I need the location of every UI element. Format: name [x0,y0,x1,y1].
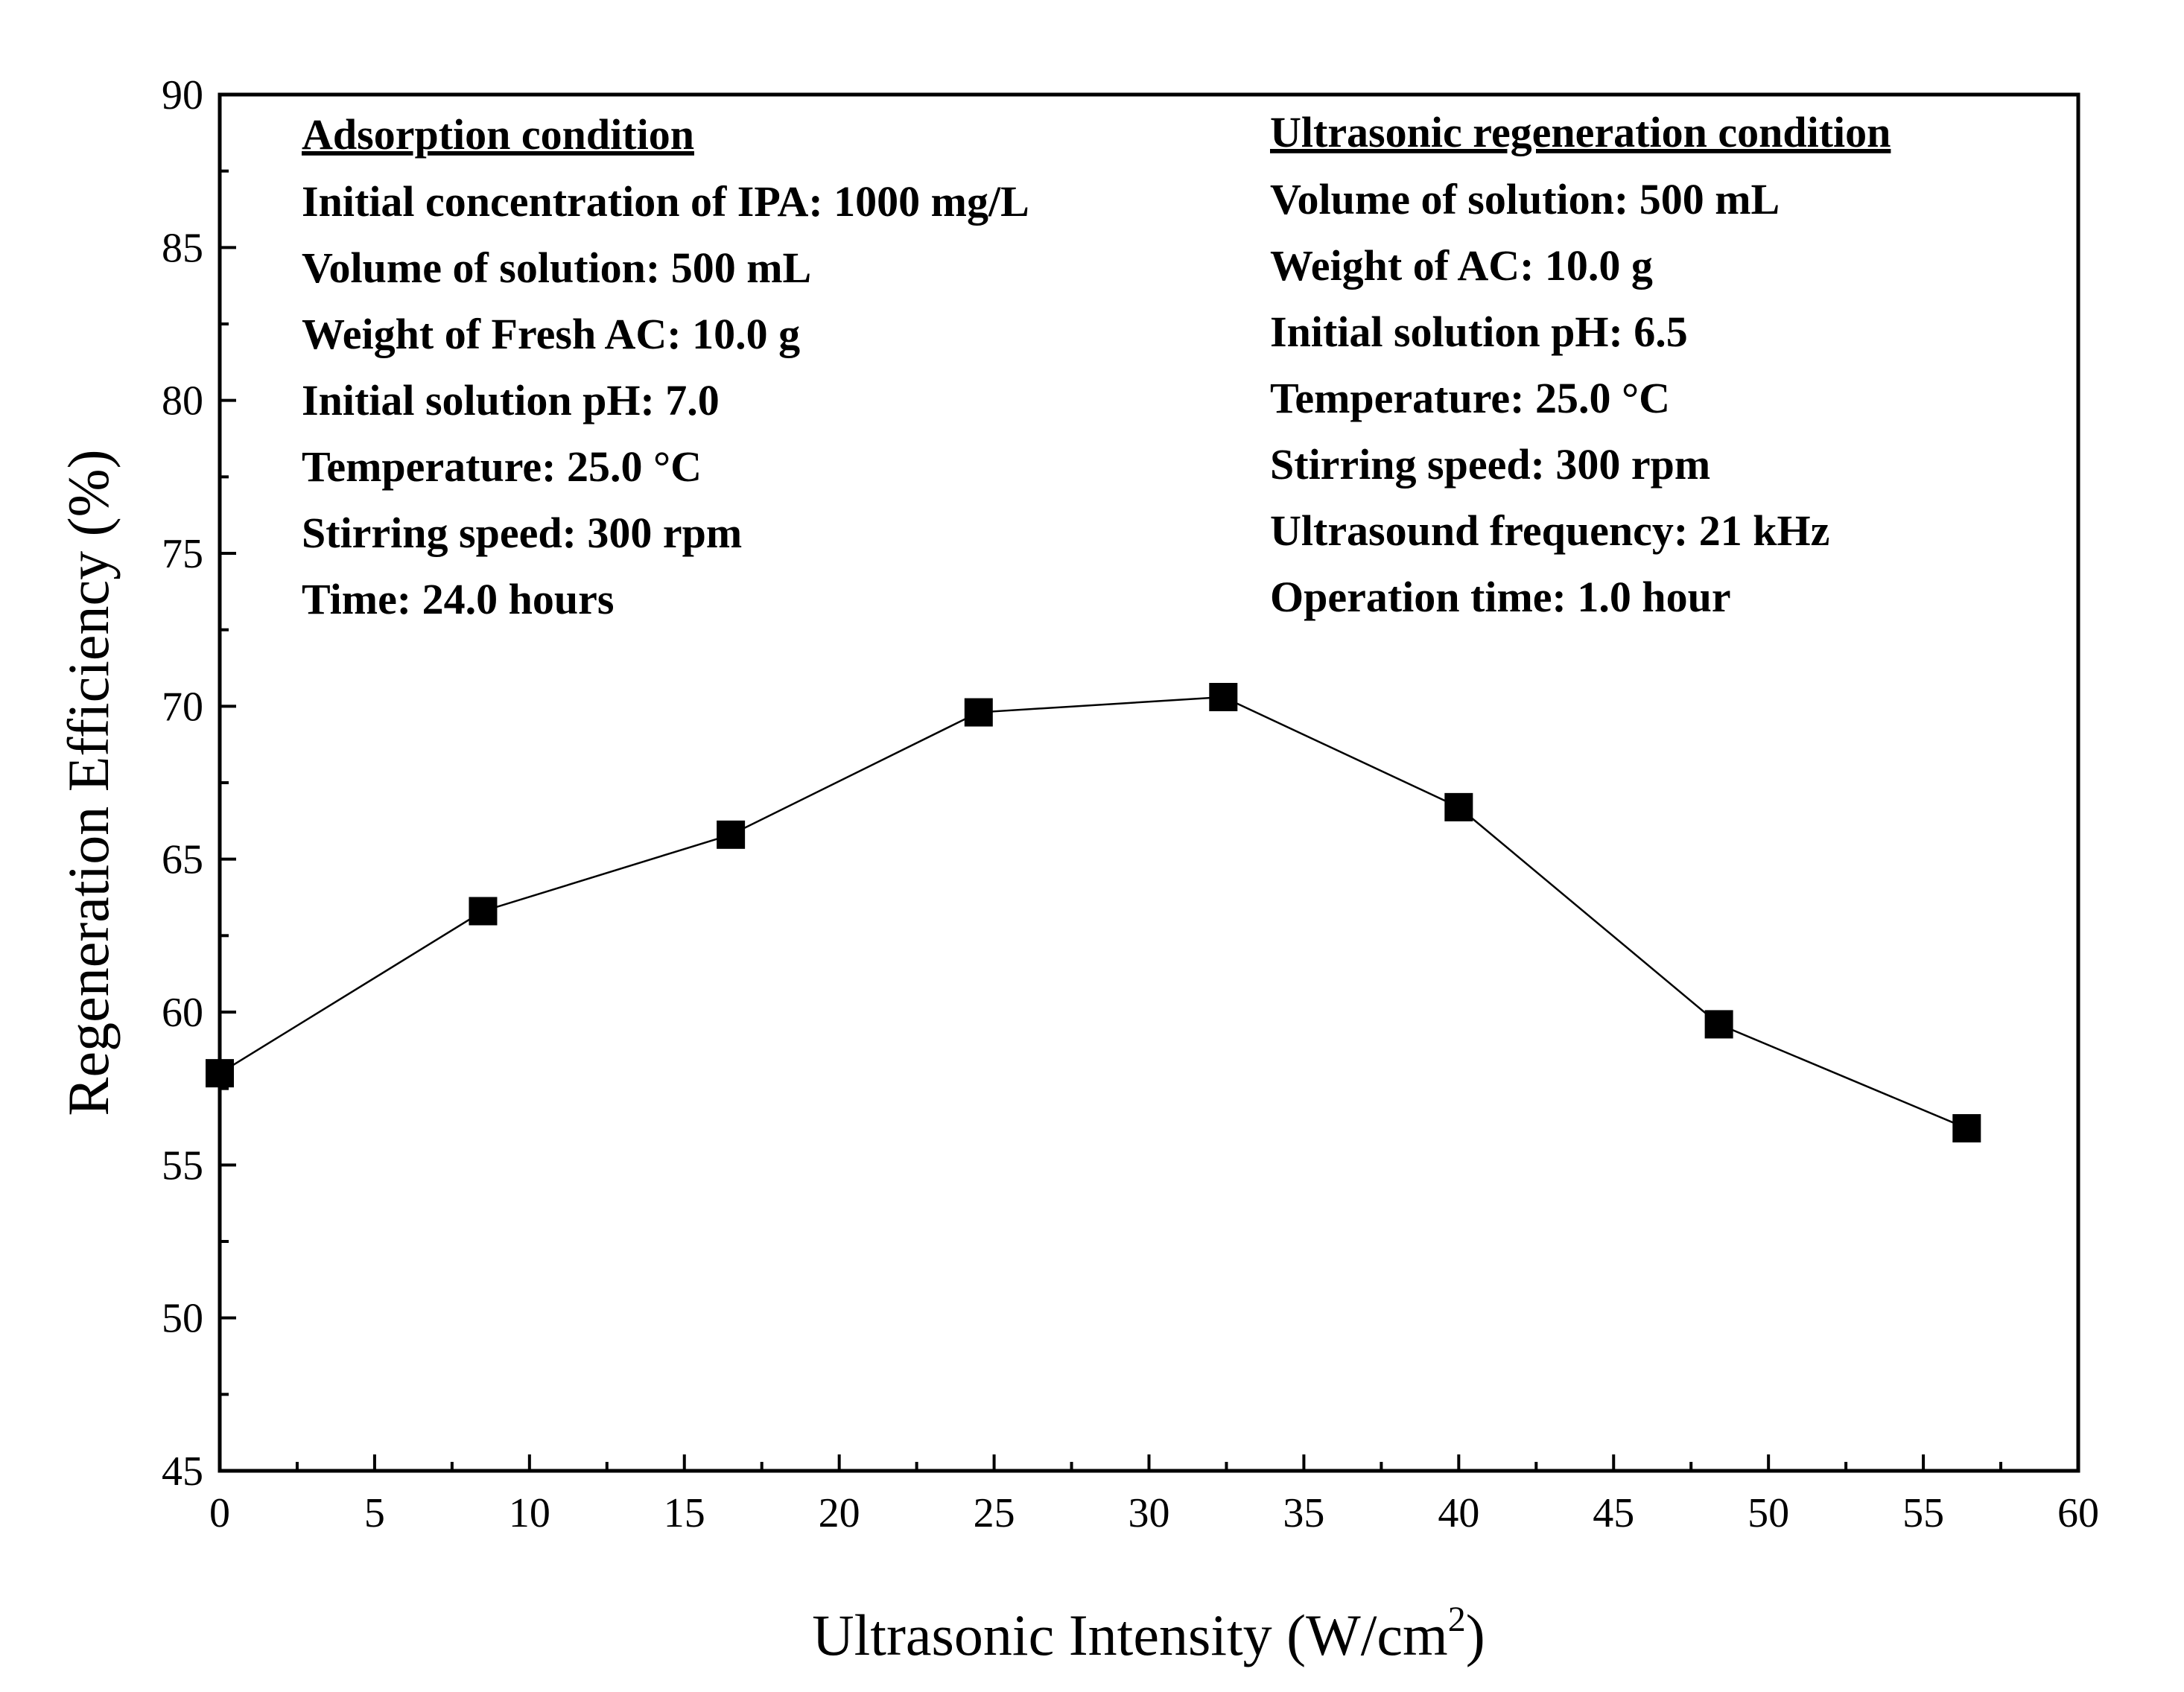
y-tick-label: 50 [162,1296,203,1342]
ultrasonic-regeneration-condition-note: Ultrasonic regeneration condition Volume… [1270,108,1891,621]
x-tick-label: 60 [2057,1490,2099,1536]
data-point-marker [964,698,993,727]
plot-frame [218,92,2080,1473]
axis-ticks [218,93,2080,1472]
note-left-line: Temperature: 25.0 °C [302,442,702,491]
note-left-line: Initial solution pH: 7.0 [302,376,720,424]
y-tick-label: 45 [162,1448,203,1495]
data-point-marker [206,1059,234,1088]
series-markers [206,683,1981,1143]
y-tick-label: 85 [162,225,203,271]
x-tick-label: 30 [1128,1490,1170,1536]
x-tick-label: 15 [664,1490,705,1536]
note-right-heading: Ultrasonic regeneration condition [1270,108,1891,156]
y-tick-label: 60 [162,990,203,1036]
note-left-line: Initial concentration of IPA: 1000 mg/L [302,177,1029,226]
y-tick-label: 70 [162,684,203,730]
note-left-line: Weight of Fresh AC: 10.0 g [302,310,800,358]
x-axis-title: Ultrasonic Intensity (W/cm2) [812,1600,1485,1667]
note-right-line: Initial solution pH: 6.5 [1270,308,1688,356]
axis-tick-labels: 0 5 10 15 20 25 30 35 40 45 50 55 60 45 50 55 60 65 70 75 80… [162,72,2099,1536]
data-point-marker [1952,1114,1981,1143]
x-axis-title-suffix: ) [1466,1603,1485,1667]
y-tick-label: 65 [162,837,203,883]
data-point-marker [717,820,746,849]
y-tick-label: 90 [162,72,203,118]
x-tick-label: 10 [509,1490,550,1536]
data-point-marker [1444,792,1473,821]
x-tick-label: 5 [364,1490,385,1536]
series-line [219,696,1967,1130]
adsorption-condition-note: Adsorption condition Initial concentrati… [302,110,1029,623]
note-right-line: Stirring speed: 300 rpm [1270,440,1710,489]
data-point-marker [469,897,498,926]
note-left-heading: Adsorption condition [302,110,694,159]
note-right-line: Volume of solution: 500 mL [1270,175,1780,223]
data-point-marker [1704,1010,1733,1039]
note-right-line: Temperature: 25.0 °C [1270,374,1670,422]
note-right-line: Ultrasound frequency: 21 kHz [1270,506,1829,555]
x-tick-label: 35 [1283,1490,1324,1536]
x-tick-label: 50 [1747,1490,1789,1536]
y-tick-label: 80 [162,378,203,424]
note-left-line: Volume of solution: 500 mL [302,244,811,292]
note-left-line: Time: 24.0 hours [302,575,614,623]
x-tick-label: 55 [1902,1490,1944,1536]
y-tick-label: 55 [162,1142,203,1189]
x-tick-label: 25 [974,1490,1015,1536]
x-tick-label: 0 [209,1490,230,1536]
note-right-line: Weight of AC: 10.0 g [1270,241,1653,290]
x-tick-label: 20 [819,1490,860,1536]
x-tick-label: 45 [1593,1490,1634,1536]
data-point-marker [1209,683,1238,712]
x-axis-title-main: Ultrasonic Intensity (W/cm [812,1603,1447,1667]
y-axis-title: Regeneration Efficiency (%) [56,449,121,1116]
y-tick-label: 75 [162,531,203,577]
series-line-group [219,696,1967,1130]
x-tick-label: 40 [1438,1490,1479,1536]
note-left-line: Stirring speed: 300 rpm [302,509,742,557]
note-right-line: Operation time: 1.0 hour [1270,573,1731,621]
x-axis-title-superscript: 2 [1448,1600,1466,1639]
